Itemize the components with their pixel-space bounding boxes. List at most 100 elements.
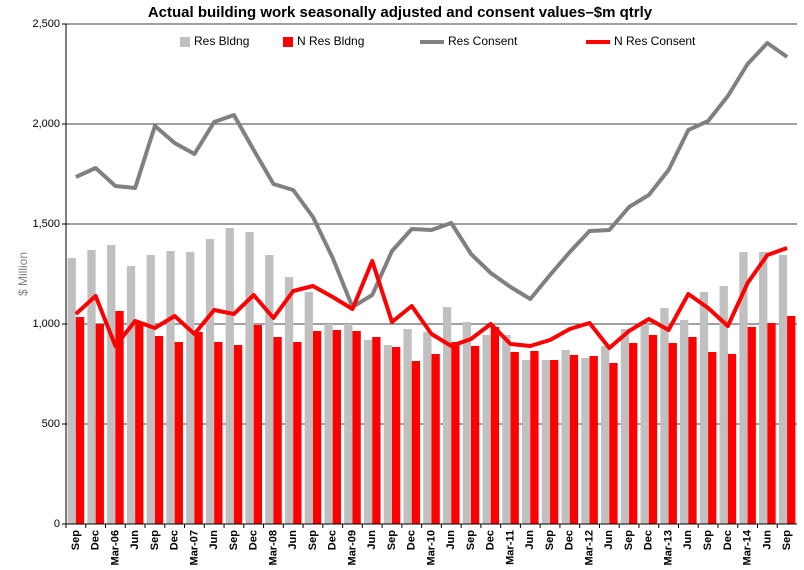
bar [293,342,302,524]
bar [403,329,412,524]
x-tick-label: Mar-06 [109,530,121,565]
bar [75,317,85,524]
bar [154,336,164,524]
x-tick-label: Mar-10 [425,530,437,565]
bar [629,343,638,524]
line [75,41,789,309]
chart-title: Actual building work seasonally adjusted… [148,4,653,21]
bar [727,354,737,524]
bar [372,337,381,524]
y-tick-label: 2,000 [32,118,60,130]
bar [194,332,203,524]
y-tick-label: 1,000 [32,318,60,330]
bar [541,360,551,524]
bar [589,356,598,524]
x-tick-label: Dec [169,530,181,550]
bar [391,347,401,524]
x-tick-label: Sep [149,530,161,550]
bar [253,325,262,524]
y-axis-label: $ Million [16,252,30,296]
bar [304,292,313,524]
x-tick-label: Dec [564,530,576,550]
x-tick-label: Dec [485,530,497,550]
bar [225,228,234,524]
x-tick-label: Jun [445,530,457,550]
bar [502,335,511,524]
x-tick-label: Sep [228,530,240,550]
x-tick-label: Sep [307,530,319,550]
bar [668,343,677,524]
bar [648,335,658,524]
bar [490,327,500,524]
bar [471,346,480,524]
bar [660,308,669,524]
x-tick-label: Sep [386,530,398,550]
bar [680,320,689,524]
bar [273,337,282,524]
x-tick-label: Dec [643,530,655,550]
bar [778,255,788,524]
x-tick-label: Jun [208,530,220,550]
bar [699,292,709,524]
x-tick-label: Jun [129,530,141,550]
bar [569,355,579,524]
bar [214,342,223,524]
bar [352,331,361,524]
bar [363,340,373,524]
bar [95,324,104,524]
bar [126,266,136,524]
bar [530,351,539,524]
bar [787,316,796,524]
bar [87,250,96,524]
bar [442,307,452,524]
y-tick-label: 2,500 [32,18,60,30]
bar [431,354,440,524]
bar [146,255,155,524]
bar [115,311,124,524]
bar [411,361,421,524]
bar [482,335,491,524]
line [74,246,788,350]
bar [550,360,559,524]
x-tick-label: Mar-12 [583,530,595,565]
x-tick-label: Sep [465,530,477,550]
x-tick-label: Dec [90,530,102,550]
bar [601,346,610,524]
bar [383,345,392,524]
x-tick-label: Sep [544,530,556,550]
x-tick-label: Mar-09 [346,530,358,565]
bar [739,252,748,524]
bar [510,352,519,524]
x-tick-label: Dec [248,530,260,550]
bar [451,342,460,524]
bar [284,277,294,524]
y-tick-label: 1,500 [32,218,60,230]
bar [620,329,630,524]
bar [688,337,697,524]
bar [186,252,195,524]
bar [708,352,717,524]
bar [640,324,649,524]
x-tick-label: Jun [287,530,299,550]
x-tick-label: Mar-08 [267,530,279,565]
bar [609,363,618,524]
x-tick-label: Mar-07 [188,530,200,565]
x-tick-label: Sep [623,530,635,550]
bar [462,322,472,524]
bar [265,255,274,524]
x-tick-label: Jun [682,530,694,550]
bar [312,331,322,524]
bar [332,330,342,524]
x-tick-label: Dec [327,530,339,550]
x-tick-label: Jun [761,530,773,550]
legend-label: N Res Consent [614,34,696,48]
bar [245,232,254,524]
x-tick-label: Mar-14 [742,529,754,565]
bar [423,332,432,524]
x-tick-label: Sep [781,530,793,550]
x-tick-label: Jun [524,530,536,550]
legend-label: Res Consent [448,34,518,48]
legend-swatch [283,37,293,47]
bar [747,327,756,524]
